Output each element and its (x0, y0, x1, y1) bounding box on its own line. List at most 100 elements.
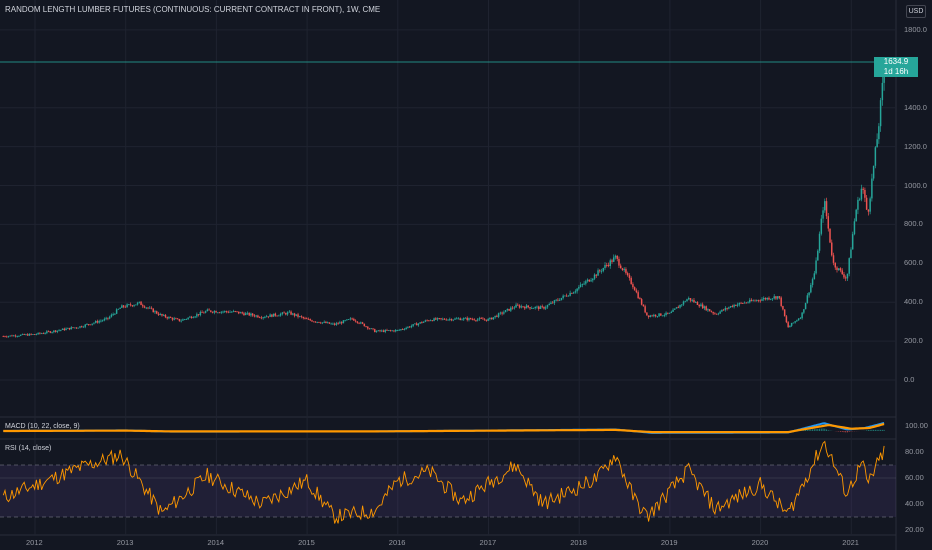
y-tick-label: 1200.0 (904, 141, 927, 151)
candle-body (142, 305, 144, 307)
candle-body (789, 325, 791, 328)
candle-body (241, 312, 243, 314)
candle-body (312, 321, 315, 323)
candle-body (285, 313, 287, 315)
macd-label[interactable]: MACD (10, 22, close, 9) (5, 423, 80, 430)
candle-body (260, 317, 263, 319)
candle-body (274, 313, 277, 316)
candle-body (442, 318, 444, 320)
candle-body (372, 328, 374, 330)
candle-body (876, 139, 878, 148)
candle-body (529, 307, 531, 309)
candle-body (147, 307, 149, 309)
candle-body (668, 312, 671, 314)
candle-body (567, 295, 570, 297)
candle-body (318, 321, 320, 323)
candle-body (811, 279, 814, 285)
candle-body (858, 199, 861, 201)
candle-body (367, 326, 369, 329)
rsi-pane (0, 440, 896, 524)
candle-body (107, 317, 109, 319)
currency-button[interactable]: USD (906, 5, 926, 18)
candle-body (825, 201, 828, 217)
candle-body (131, 305, 134, 307)
candle-body (665, 312, 667, 316)
candle-body (56, 330, 59, 332)
candle-body (670, 311, 673, 313)
price-candles[interactable] (2, 65, 885, 338)
candle-body (728, 307, 730, 309)
x-tick-label: 2015 (298, 538, 315, 547)
candle-body (365, 326, 367, 328)
candle-body (33, 334, 36, 335)
candle-body (333, 323, 336, 325)
candle-body (440, 318, 442, 320)
candle-body (278, 315, 280, 317)
candle-body (635, 290, 638, 293)
candle-body (155, 311, 158, 314)
candle-body (771, 298, 774, 300)
candle-body (801, 312, 803, 319)
candle-body (46, 331, 48, 334)
rsi-tick-label: 100.00 (905, 421, 928, 430)
candle-body (600, 270, 603, 272)
candle-body (65, 328, 67, 331)
candle-body (80, 326, 83, 328)
candle-body (234, 311, 236, 312)
rsi-band (0, 465, 896, 517)
signal-line (3, 423, 885, 434)
candle-body (42, 333, 45, 335)
candle-body (815, 260, 817, 274)
candle-body (89, 324, 92, 326)
candle-body (346, 319, 348, 321)
candle-body (637, 292, 639, 299)
candle-body (67, 327, 69, 329)
candle-body (571, 292, 573, 294)
candle-body (19, 334, 22, 336)
candle-body (762, 298, 765, 300)
candle-body (126, 304, 128, 308)
candle-body (722, 309, 725, 311)
candle-body (473, 319, 475, 321)
candle-body (599, 270, 601, 272)
candle-body (236, 311, 238, 313)
candle-body (335, 323, 338, 325)
y-tick-label: 600.0 (904, 258, 923, 268)
candle-body (782, 306, 784, 310)
rsi-label[interactable]: RSI (14, close) (5, 445, 52, 452)
candle-body (255, 315, 257, 317)
rsi-tick-label: 80.00 (905, 447, 924, 456)
x-tick-label: 2014 (207, 538, 225, 547)
candle-body (351, 318, 353, 320)
candle-body (541, 306, 543, 308)
candle-body (211, 311, 214, 313)
candle-body (513, 307, 516, 309)
rsi-tick-label: 40.00 (905, 499, 924, 508)
candle-body (813, 273, 816, 280)
candle-body (602, 268, 605, 271)
candle-body (382, 330, 385, 332)
candle-body (176, 318, 179, 320)
candle-body (869, 198, 871, 212)
candle-body (468, 318, 470, 321)
candle-body (612, 257, 615, 262)
grid-lines (0, 0, 897, 550)
candle-body (827, 216, 830, 229)
candle-body (462, 318, 465, 320)
candle-body (122, 305, 125, 307)
candle-body (414, 323, 416, 325)
candle-body (203, 312, 205, 314)
candle-body (119, 307, 121, 309)
candle-body (735, 304, 737, 306)
candle-body (112, 314, 114, 315)
candle-body (607, 265, 610, 266)
candle-body (857, 199, 859, 210)
candle-body (687, 298, 690, 300)
candle-body (187, 317, 189, 319)
candle-body (850, 249, 852, 259)
candle-body (478, 318, 481, 320)
candle-body (75, 327, 78, 329)
candle-body (138, 301, 141, 303)
x-tick-label: 2016 (388, 538, 406, 547)
